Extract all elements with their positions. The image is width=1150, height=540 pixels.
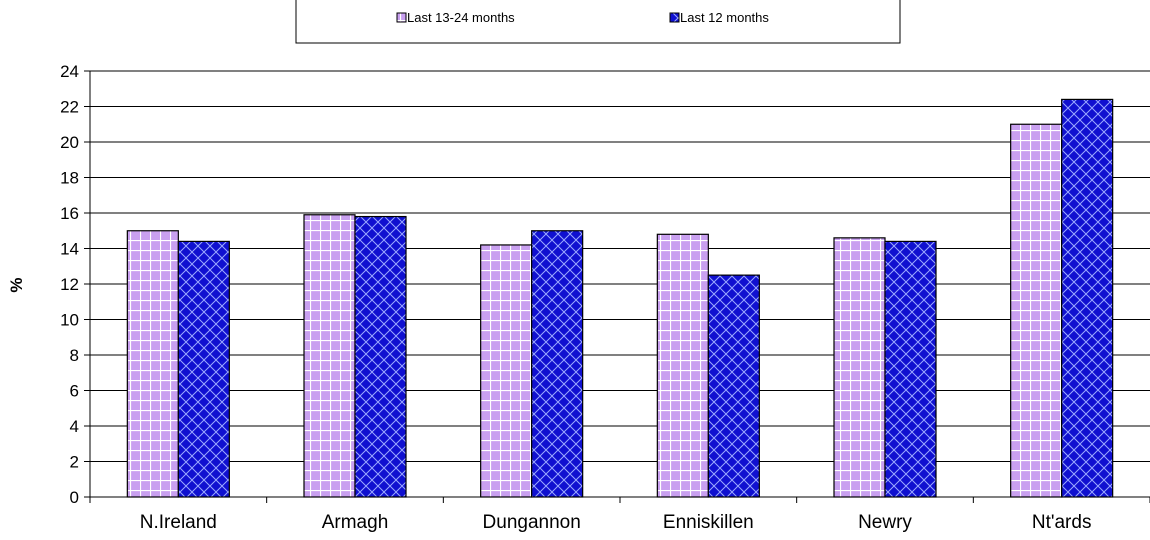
gridlines (90, 70, 1150, 462)
y-tick-label: 4 (70, 417, 79, 436)
bar-last-13-24-months (126, 230, 179, 498)
y-tick-label: 20 (60, 133, 79, 152)
legend-box (295, 0, 901, 44)
x-tick-label: Newry (858, 512, 912, 533)
y-tick-label: 12 (60, 275, 79, 294)
y-tick-label: 24 (60, 62, 79, 81)
y-tick-label: 14 (60, 240, 79, 259)
y-tick-label: 2 (70, 453, 79, 472)
legend-swatch-series-1 (396, 12, 407, 23)
bar-last-13-24-months (480, 244, 533, 498)
y-axis-label: % (7, 277, 26, 292)
x-tick-label: N.Ireland (140, 512, 217, 533)
legend-label-series-1: Last 13-24 months (407, 10, 515, 25)
bar-last-13-24-months (1010, 123, 1063, 498)
y-tick-label: 10 (60, 311, 79, 330)
legend: Last 13-24 months Last 12 months (295, 0, 901, 44)
bar-last-13-24-months (303, 214, 356, 498)
bar-last-13-24-months (833, 237, 886, 498)
bar-last-12-months (884, 240, 937, 498)
bars (126, 98, 1114, 498)
legend-label-series-2: Last 12 months (680, 10, 769, 25)
axes (89, 71, 1150, 498)
y-tick-label: 0 (70, 488, 79, 507)
bar-last-12-months (354, 215, 407, 498)
bar-last-12-months (177, 240, 230, 498)
bar-last-12-months (531, 230, 584, 498)
x-axis-labels: N.Ireland Armagh Dungannon Enniskillen Newry… (89, 497, 1150, 533)
x-tick-label: Nt'ards (1032, 512, 1092, 533)
legend-swatch-series-2 (669, 12, 680, 23)
bar-last-12-months (707, 274, 760, 498)
y-tick-label: 8 (70, 346, 79, 365)
x-tick-label: Armagh (322, 512, 389, 533)
bar-last-12-months (1061, 98, 1114, 498)
y-tick-label: 22 (60, 98, 79, 117)
y-tick-label: 16 (60, 204, 79, 223)
y-tick-label: 18 (60, 169, 79, 188)
x-tick-label: Enniskillen (663, 512, 754, 533)
y-tick-label: 6 (70, 382, 79, 401)
x-tick-label: Dungannon (483, 512, 581, 533)
bar-last-13-24-months (656, 233, 709, 498)
